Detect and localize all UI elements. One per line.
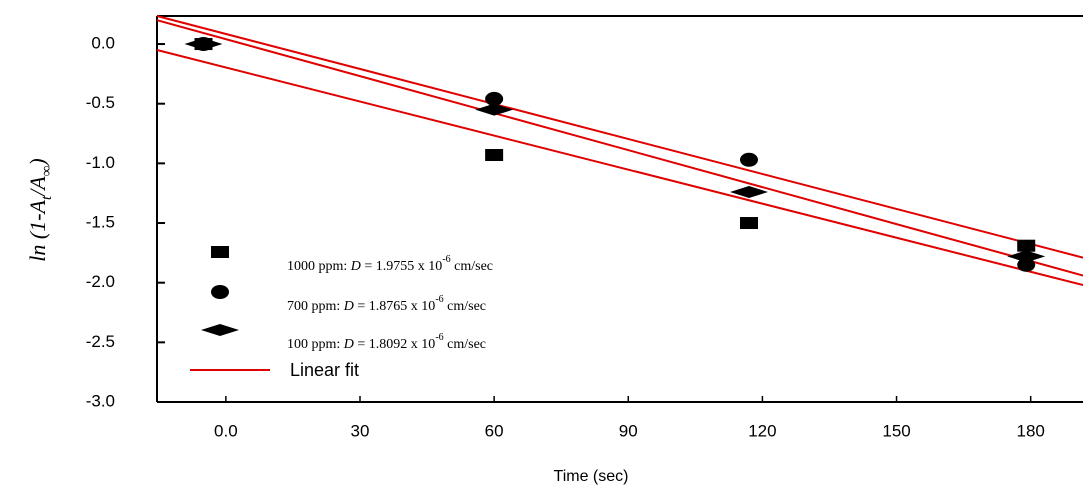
x-axis-label: Time (sec) — [554, 468, 629, 485]
y-tick-label: 0.0 — [91, 34, 115, 53]
y-label-part: /A — [25, 176, 50, 198]
x-tick-label: 60 — [485, 421, 504, 440]
legend-var: D — [343, 299, 354, 314]
legend-unit: cm/sec — [447, 337, 486, 352]
fit-line — [156, 19, 1083, 277]
x-tick-label: 0.0 — [214, 421, 238, 440]
x-tick-label: 90 — [619, 421, 638, 440]
fit-line — [156, 49, 1083, 287]
diamond-marker — [201, 324, 239, 336]
y-tick-label: -1.0 — [86, 153, 115, 172]
y-label-sub: t — [39, 195, 55, 200]
y-tick-label: -2.0 — [86, 272, 115, 291]
y-tick-label: -1.5 — [86, 213, 115, 232]
circle-marker — [211, 285, 229, 299]
diamond-marker — [729, 185, 768, 198]
square-marker — [485, 149, 504, 162]
x-tick-label: 30 — [351, 421, 370, 440]
legend-value: = 1.8092 x 10 — [357, 337, 435, 352]
legend-label: 700 ppm: D = 1.8765 x 10-6 cm/sec — [287, 292, 486, 314]
legend-value: = 1.8765 x 10 — [357, 299, 435, 314]
legend-value: = 1.9755 x 10 — [364, 259, 442, 274]
legend-var: D — [350, 259, 361, 274]
legend-label: 1000 ppm: D = 1.9755 x 10-6 cm/sec — [287, 252, 493, 274]
diamond-marker — [184, 38, 223, 51]
circle-marker — [1017, 257, 1036, 272]
y-tick-label: -2.5 — [86, 332, 115, 351]
x-tick-label: 150 — [882, 421, 910, 440]
legend-unit: cm/sec — [447, 299, 486, 314]
legend-name: 100 ppm: — [287, 337, 340, 352]
y-axis-label: ln (1-At/A∞) — [25, 158, 55, 261]
y-label-part: ) — [25, 158, 50, 167]
square-marker — [211, 246, 229, 258]
legend-label: 100 ppm: D = 1.8092 x 10-6 cm/sec — [287, 330, 486, 352]
y-tick-label: -3.0 — [86, 391, 115, 410]
legend-fit-label: Linear fit — [290, 360, 359, 380]
legend-var: D — [343, 337, 354, 352]
legend-exp: -6 — [435, 332, 443, 343]
legend-name: 1000 ppm: — [287, 259, 347, 274]
circle-marker — [485, 91, 504, 106]
diamond-marker — [1007, 250, 1046, 263]
legend-exp: -6 — [435, 294, 443, 305]
circle-marker — [739, 152, 758, 167]
square-marker — [739, 217, 758, 230]
y-label-part: ln (1-A — [25, 199, 50, 261]
legend-name: 700 ppm: — [287, 299, 340, 314]
diamond-marker — [475, 103, 514, 116]
legend-unit: cm/sec — [454, 259, 493, 274]
square-marker — [1017, 239, 1036, 252]
fit-line — [156, 15, 1083, 259]
y-label-sub: ∞ — [39, 165, 55, 176]
y-tick-label: -0.5 — [86, 93, 115, 112]
legend-exp: -6 — [442, 254, 450, 265]
x-tick-label: 120 — [748, 421, 776, 440]
x-tick-label: 180 — [1016, 421, 1044, 440]
